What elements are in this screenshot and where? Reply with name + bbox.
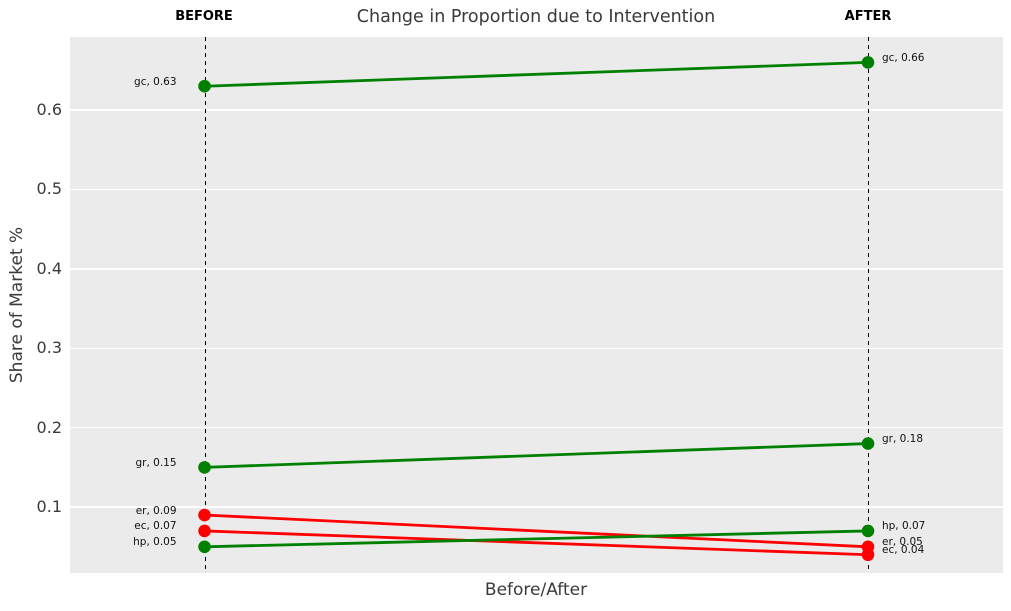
before-dashed-line bbox=[204, 37, 207, 573]
series-lines-layer bbox=[198, 56, 875, 562]
data-point-hp bbox=[198, 540, 211, 554]
gridline bbox=[70, 109, 1003, 111]
data-point-hp bbox=[861, 524, 875, 538]
point-label-gr-before: gr, 0.15 bbox=[135, 456, 177, 469]
gridline bbox=[70, 506, 1003, 508]
y-tick-label: 0.3 bbox=[36, 338, 62, 358]
gridline bbox=[70, 268, 1003, 270]
plot-area: gc, 0.63 gc, 0.66 gr, 0.15 gr, 0.18 er, 0.09… bbox=[70, 37, 1003, 573]
data-point-er bbox=[198, 508, 211, 522]
y-tick-label: 0.5 bbox=[36, 179, 62, 199]
column-header-before: BEFORE bbox=[175, 9, 233, 24]
point-label-er-before: er, 0.09 bbox=[135, 504, 177, 517]
point-label-ec-before: ec, 0.07 bbox=[134, 520, 177, 533]
series-line-hp bbox=[204, 529, 869, 549]
y-axis-label: Share of Market % bbox=[7, 226, 27, 384]
point-label-hp-after: hp, 0.07 bbox=[881, 520, 926, 533]
point-label-er-after: er, 0.05 bbox=[881, 536, 923, 549]
point-label-gc-after: gc, 0.66 bbox=[881, 51, 925, 64]
data-point-gc bbox=[861, 56, 875, 69]
data-point-gc bbox=[198, 79, 211, 93]
point-label-gc-before: gc, 0.63 bbox=[134, 75, 177, 88]
gridline bbox=[70, 426, 1003, 429]
data-point-ec bbox=[198, 524, 211, 538]
point-label-hp-before: hp, 0.05 bbox=[133, 536, 177, 549]
column-header-after: AFTER bbox=[844, 9, 892, 24]
chart-title: Change in Proportion due to Intervention bbox=[356, 7, 716, 27]
y-tick-label: 0.1 bbox=[36, 497, 62, 517]
series-line-gc bbox=[204, 61, 869, 88]
after-dashed-line bbox=[867, 37, 870, 573]
y-tick-label: 0.6 bbox=[36, 100, 62, 120]
point-label-gr-after: gr, 0.18 bbox=[881, 433, 924, 446]
y-tick-label: 0.4 bbox=[36, 258, 62, 278]
gridline bbox=[70, 347, 1003, 350]
series-line-er bbox=[204, 513, 869, 549]
point-label-ec-after: ec, 0.04 bbox=[881, 544, 925, 557]
x-axis-label: Before/After bbox=[484, 580, 588, 600]
data-point-gr bbox=[198, 461, 211, 474]
series-line-ec bbox=[204, 529, 869, 557]
data-point-ec bbox=[861, 548, 875, 562]
y-tick-label: 0.2 bbox=[36, 417, 62, 437]
series-line-gr bbox=[204, 442, 869, 469]
gridline bbox=[70, 188, 1003, 191]
data-point-gr bbox=[861, 437, 875, 450]
